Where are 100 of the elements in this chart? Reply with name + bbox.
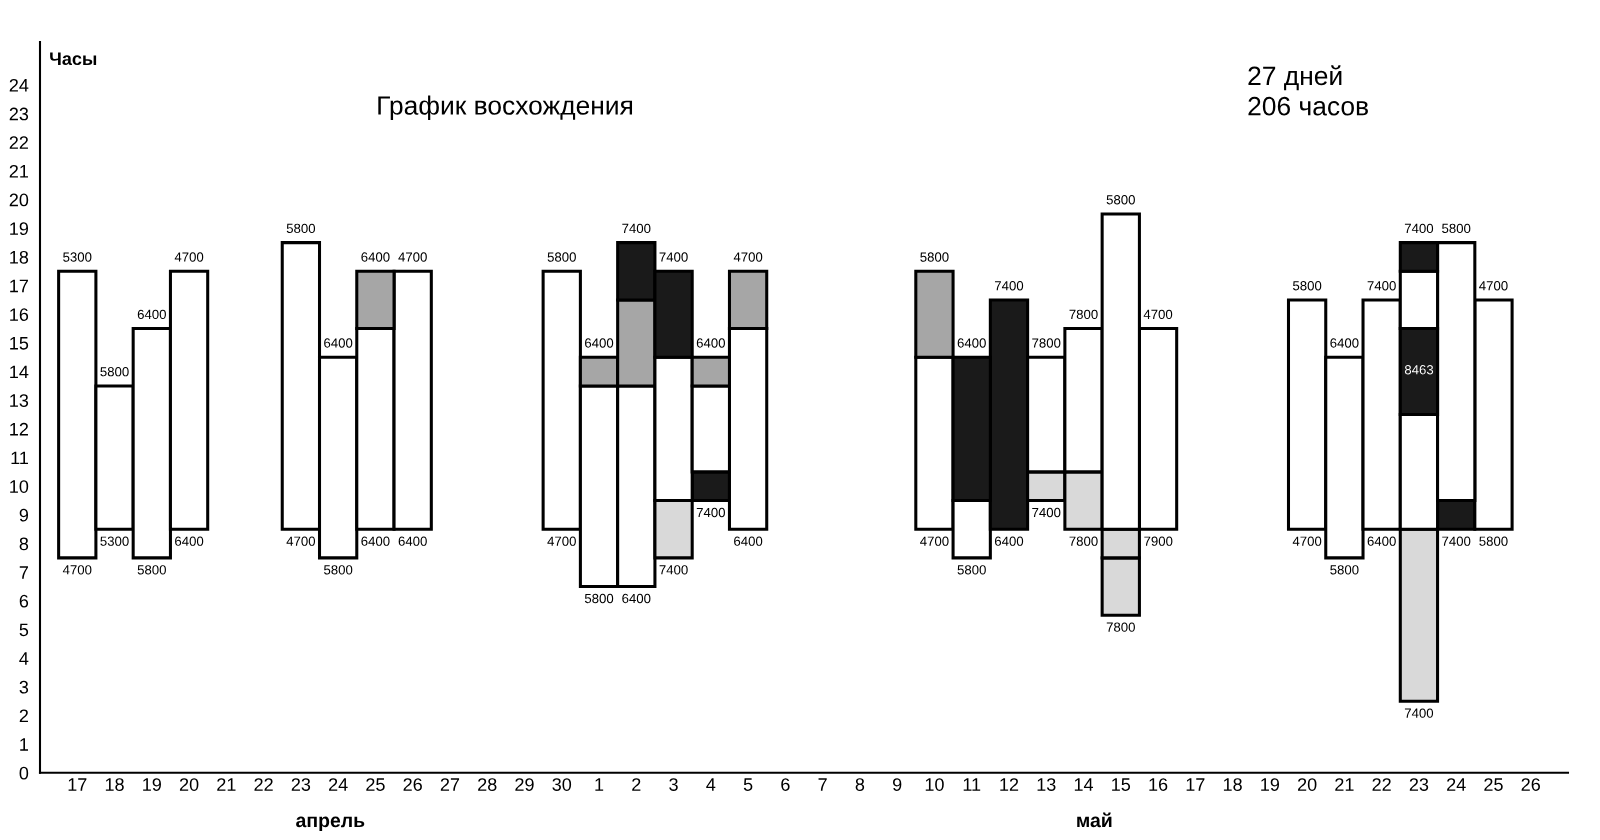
x-tick-label: 24 — [329, 778, 348, 791]
x-tick-label: 12 — [1000, 778, 1019, 791]
annotation: 7400 — [1404, 223, 1434, 234]
annotation: 5800 — [100, 367, 129, 377]
y-tick-label: 4 — [19, 652, 29, 665]
annotation: 5800 — [286, 223, 316, 234]
x-tick-label: 5 — [743, 778, 753, 791]
annotation: 7800 — [1069, 309, 1098, 320]
y-tick-label: 23 — [9, 107, 29, 121]
x-tick-label: 3 — [669, 778, 678, 791]
x-tick-label: 10 — [925, 778, 944, 791]
annotation: 6400 — [324, 338, 353, 348]
annotation: 6400 — [994, 536, 1024, 546]
annotation: 7400 — [994, 281, 1024, 291]
y-tick-label: 16 — [10, 308, 29, 321]
annotation: 5800 — [584, 593, 614, 604]
x-tick-label: 16 — [1149, 778, 1168, 791]
text: апрель — [296, 816, 365, 832]
x-tick-label: 20 — [1297, 778, 1317, 791]
y-tick-label: 7 — [19, 566, 28, 579]
annotation: 6400 — [137, 309, 166, 320]
y-tick-label: 8 — [19, 537, 29, 551]
annotation: 5300 — [100, 536, 129, 546]
annotation: 6400 — [1367, 536, 1396, 546]
y-tick-label: 3 — [19, 680, 29, 694]
x-tick-label: 19 — [1261, 778, 1280, 791]
annotation: 6400 — [361, 252, 390, 262]
y-tick-label: 6 — [19, 594, 29, 608]
annotation: 6400 — [696, 338, 725, 348]
annotation: 7900 — [1144, 536, 1173, 546]
annotation: 8463 — [1404, 365, 1434, 375]
annotation: 4700 — [286, 536, 316, 546]
annotation: 5800 — [1479, 536, 1508, 546]
annotation: 5800 — [1106, 195, 1135, 205]
x-tick-label: 2 — [632, 778, 641, 791]
x-tick-label: 22 — [1372, 778, 1391, 791]
annotation: 4700 — [1143, 309, 1173, 320]
annotation: 7800 — [1069, 536, 1098, 546]
x-tick-label: 6 — [781, 778, 790, 791]
annotation: 7400 — [1032, 507, 1061, 518]
y-tick-label: 13 — [10, 394, 29, 407]
annotation: 5300 — [63, 252, 92, 262]
annotation: 4700 — [547, 536, 576, 546]
x-tick-label: 25 — [1484, 778, 1503, 791]
y-tick-label: 19 — [10, 222, 29, 235]
annotation: 7400 — [622, 223, 651, 234]
annotation: 7400 — [659, 565, 688, 575]
annotation: 6400 — [175, 536, 204, 546]
annotation: 5800 — [324, 565, 353, 575]
y-tick-label: 2 — [19, 709, 28, 723]
annotation: 7400 — [1404, 708, 1434, 718]
x-tick-label: 24 — [1447, 778, 1466, 791]
annotation: 27 дней 206 часов — [1248, 65, 1368, 116]
y-tick-label: 9 — [19, 508, 29, 522]
x-tick-label: 23 — [1409, 778, 1429, 791]
x-tick-label: 27 — [440, 778, 460, 791]
y-tick-label: 15 — [10, 337, 29, 350]
x-tick-label: 7 — [818, 778, 827, 791]
y-tick-label: 17 — [10, 279, 28, 293]
annotation: 6400 — [398, 536, 427, 546]
x-tick-label: 18 — [1223, 778, 1242, 791]
x-tick-label: 30 — [552, 778, 572, 791]
annotation: 4700 — [62, 565, 92, 575]
y-tick-label: 22 — [9, 136, 28, 149]
y-tick-label: 5 — [19, 623, 29, 637]
y-tick-label: 11 — [11, 451, 29, 465]
annotation: 7800 — [1032, 338, 1061, 348]
y-tick-label: 0 — [19, 766, 29, 780]
annotation: 5800 — [1292, 281, 1322, 291]
x-tick-label: 11 — [963, 778, 981, 791]
annotation: 6400 — [361, 536, 390, 546]
y-tick-label: 14 — [10, 365, 29, 379]
annotation: 6400 — [734, 536, 763, 546]
annotation: 4700 — [1479, 281, 1508, 291]
annotation: 5800 — [1330, 565, 1359, 575]
y-tick-label: 20 — [9, 193, 29, 207]
annotation: 7800 — [1106, 622, 1135, 632]
annotation: 5800 — [957, 565, 986, 575]
x-tick-label: 14 — [1074, 778, 1094, 791]
x-tick-label: 26 — [1521, 778, 1540, 791]
annotation: 6400 — [957, 338, 986, 348]
annotation: 6400 — [585, 338, 614, 348]
annotation: 4700 — [398, 252, 427, 262]
annotation: 5800 — [920, 252, 949, 262]
x-tick-label: 28 — [478, 778, 497, 791]
annotation: 5800 — [1442, 223, 1471, 234]
x-tick-label: 22 — [254, 778, 273, 791]
annotation: 6400 — [622, 593, 651, 604]
annotation: 4700 — [733, 252, 763, 262]
x-tick-label: 29 — [515, 778, 534, 791]
annotation: 7400 — [659, 252, 688, 262]
annotation: 6400 — [1330, 338, 1359, 348]
y-tick-label: 24 — [9, 78, 29, 92]
annotation: 7400 — [696, 507, 725, 518]
x-tick-label: 17 — [68, 778, 87, 791]
x-tick-label: 9 — [893, 778, 902, 791]
x-tick-label: 21 — [1335, 778, 1354, 791]
x-tick-label: 21 — [217, 778, 236, 791]
x-tick-label: 19 — [143, 778, 161, 791]
y-tick-label: 21 — [9, 164, 29, 178]
